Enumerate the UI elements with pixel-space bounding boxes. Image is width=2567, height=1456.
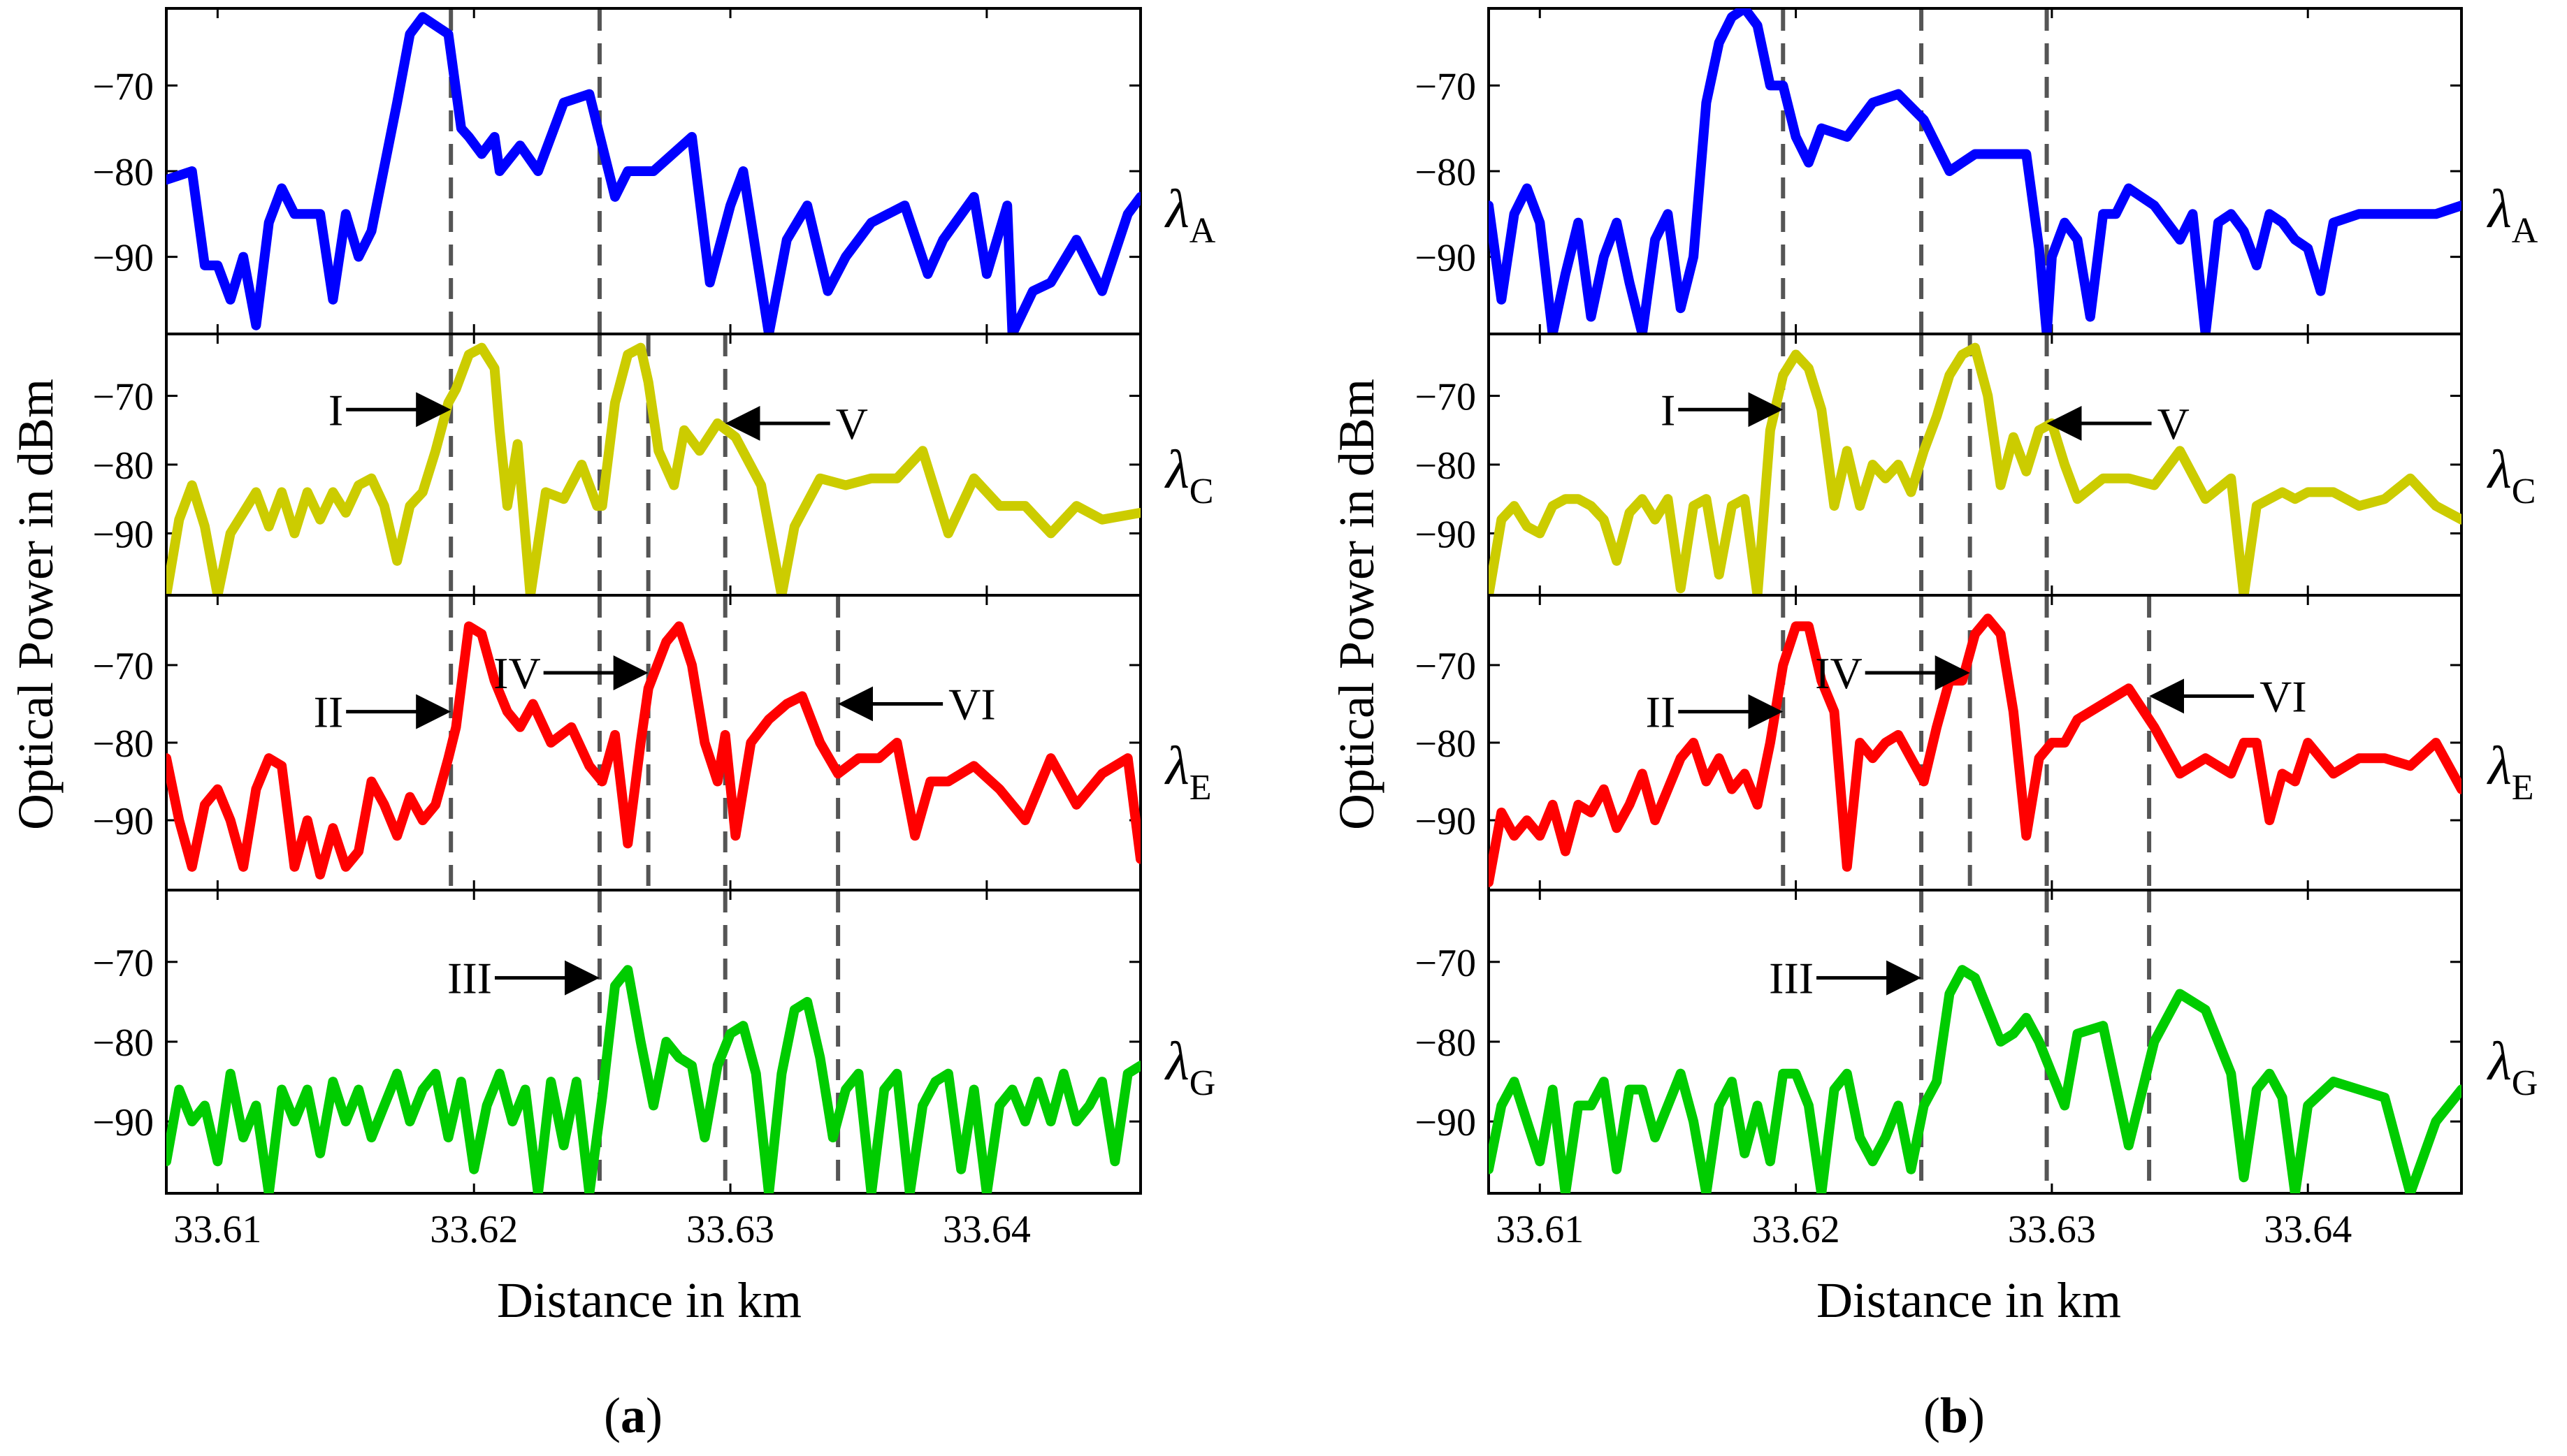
- annotation-label: V: [836, 399, 868, 449]
- x-axis-title-a: Distance in km: [497, 1272, 802, 1328]
- x-tick-label: 33.62: [1752, 1208, 1840, 1251]
- series-line-E: [1489, 613, 2461, 887]
- series-line-C: [1489, 342, 2461, 595]
- y-axis-title-a: Optical Power in dBm: [8, 379, 64, 830]
- row-label-b-E: λE: [2487, 735, 2534, 808]
- y-tick-label: −70: [1415, 376, 1476, 419]
- y-tick-label: −70: [92, 376, 154, 419]
- annotation-label: II: [1646, 687, 1676, 737]
- x-axis-title-b: Distance in km: [1816, 1272, 2121, 1328]
- x-tick-label: 33.63: [2008, 1208, 2096, 1251]
- y-tick-label: −70: [92, 942, 154, 985]
- axes-frame: [1487, 889, 2463, 1195]
- annotation-VI: VI: [2149, 671, 2307, 721]
- series-line-G: [1489, 965, 2461, 1193]
- x-tick-label: 33.64: [2264, 1208, 2352, 1251]
- y-tick-label: −80: [92, 722, 154, 766]
- annotation-IV: IV: [1815, 648, 1970, 698]
- row-a-C: −70 −80 −90 I V: [92, 333, 1142, 597]
- y-tick-label: −80: [92, 151, 154, 194]
- row-label-a-C: λC: [1164, 439, 1213, 511]
- y-tick-label: −70: [1415, 942, 1476, 985]
- y-tick-label: −70: [92, 645, 154, 688]
- series-line-G: [166, 965, 1141, 1193]
- annotation-I: I: [328, 385, 451, 435]
- annotation-I: I: [1661, 385, 1784, 435]
- panel-label-b: (b): [1923, 1388, 1985, 1443]
- annotation-label: V: [2157, 399, 2190, 449]
- y-tick-label: −70: [1415, 645, 1476, 688]
- series-line-A: [1489, 8, 2461, 334]
- annotation-III: III: [447, 954, 600, 1003]
- y-tick-label: −90: [1415, 800, 1476, 843]
- y-tick-label: −90: [1415, 237, 1476, 280]
- annotation-V: V: [725, 399, 868, 449]
- x-tick-label: 33.63: [686, 1208, 774, 1251]
- row-b-G: −70 −80 −90 III: [1415, 889, 2463, 1195]
- annotation-label: III: [447, 954, 492, 1003]
- axes-frame: [165, 333, 1142, 597]
- row-label-a-E: λE: [1164, 735, 1212, 808]
- row-label-b-G: λG: [2487, 1031, 2538, 1103]
- annotation-label: IV: [493, 648, 541, 698]
- annotation-label: IV: [1815, 648, 1863, 698]
- annotation-II: II: [314, 687, 451, 737]
- row-label-b-A: λA: [2487, 178, 2538, 251]
- x-tick-label: 33.61: [1496, 1208, 1584, 1251]
- y-tick-label: −80: [92, 444, 154, 488]
- row-b-A: −70 −80 −90: [1415, 7, 2463, 335]
- y-tick-label: −70: [92, 65, 154, 108]
- row-a-A: −70 −80 −90: [92, 7, 1142, 335]
- y-tick-label: −80: [1415, 1021, 1476, 1065]
- row-b-C: −70 −80 −90 I V: [1415, 333, 2463, 597]
- annotation-IV: IV: [493, 648, 649, 698]
- annotation-II: II: [1646, 687, 1784, 737]
- y-tick-label: −70: [1415, 65, 1476, 108]
- annotation-label: II: [314, 687, 344, 737]
- x-tick-label: 33.62: [430, 1208, 518, 1251]
- row-label-b-C: λC: [2487, 439, 2536, 511]
- x-tick-label: 33.61: [173, 1208, 261, 1251]
- y-tick-label: −90: [92, 800, 154, 843]
- x-tick-label: 33.64: [943, 1208, 1031, 1251]
- axes-frame: [1487, 333, 2463, 597]
- annotation-label: I: [1661, 385, 1675, 435]
- annotation-III: III: [1769, 954, 1922, 1003]
- y-tick-label: −90: [92, 1101, 154, 1144]
- row-label-a-A: λA: [1164, 178, 1216, 251]
- y-tick-label: −90: [92, 237, 154, 280]
- panel-a: −70−80−90−70−80−90I V−70−80−90IIIVVI−70−8…: [92, 7, 1142, 1251]
- y-axis-title-b: Optical Power in dBm: [1329, 379, 1384, 830]
- row-label-a-G: λG: [1164, 1031, 1215, 1103]
- y-tick-label: −90: [1415, 513, 1476, 556]
- series-line-C: [166, 342, 1141, 595]
- annotation-VI: VI: [838, 679, 996, 729]
- y-tick-label: −90: [1415, 1101, 1476, 1144]
- series-line-E: [166, 621, 1141, 880]
- annotation-label: VI: [2259, 671, 2307, 721]
- y-tick-label: −80: [1415, 151, 1476, 194]
- annotation-label: I: [328, 385, 343, 435]
- row-a-G: −70 −80 −90 III: [92, 889, 1142, 1195]
- panel-label-a: (a): [604, 1388, 663, 1443]
- annotation-label: VI: [948, 679, 996, 729]
- y-tick-label: −80: [1415, 722, 1476, 766]
- annotation-label: III: [1769, 954, 1814, 1003]
- series-line-A: [166, 12, 1141, 334]
- y-tick-label: −80: [1415, 444, 1476, 488]
- row-b-E: −70 −80 −90 II IV VI: [1415, 594, 2463, 891]
- annotation-V: V: [2046, 399, 2190, 449]
- y-tick-label: −80: [92, 1021, 154, 1065]
- row-a-E: −70 −80 −90 II IV VI: [92, 594, 1142, 891]
- y-tick-label: −90: [92, 513, 154, 556]
